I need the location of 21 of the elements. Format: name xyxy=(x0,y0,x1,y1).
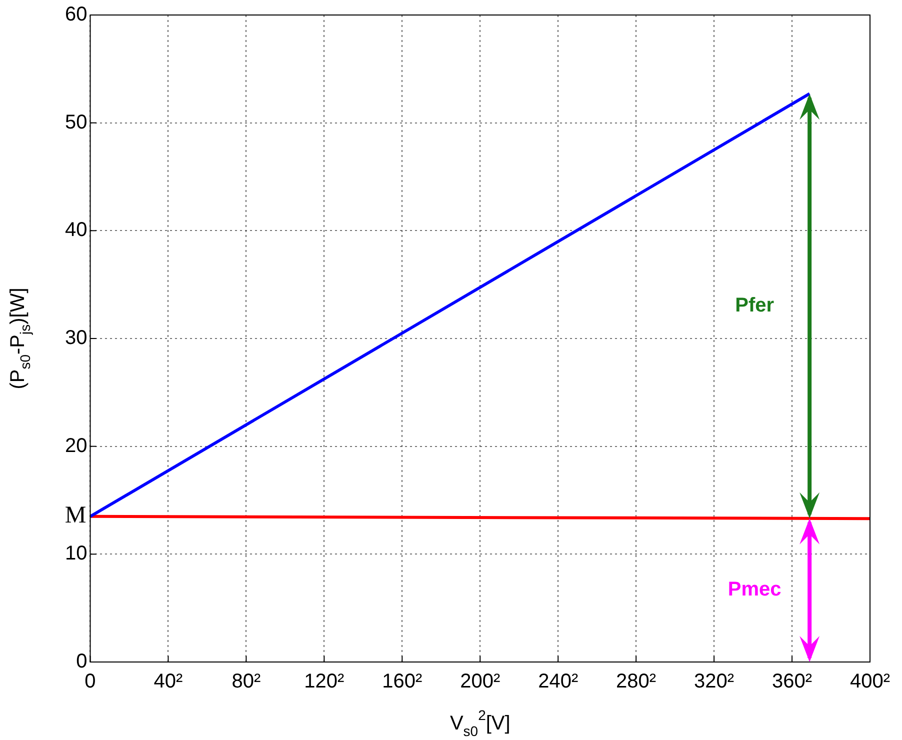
y-tick-label: 20 xyxy=(64,434,88,457)
y-axis-title: (Ps0-Pjs)[W] xyxy=(6,288,34,390)
y-tick-label: 50 xyxy=(64,111,88,134)
y-tick-label: 60 xyxy=(64,4,88,26)
x-tick-label: 400² xyxy=(850,670,890,693)
x-tick-label: 80² xyxy=(232,670,261,693)
annotation: Pfer xyxy=(735,294,774,317)
y-tick-label: 10 xyxy=(64,542,88,565)
y-tick-label: 30 xyxy=(64,327,88,350)
x-tick-label: 200² xyxy=(460,670,500,693)
y-tick-label: 40 xyxy=(64,219,88,242)
annotation: Pmec xyxy=(728,578,782,601)
y-tick-label: 0 xyxy=(76,650,88,673)
x-tick-label: 280² xyxy=(616,670,656,693)
x-tick-label: 240² xyxy=(538,670,578,693)
x-tick-label: 160² xyxy=(382,670,422,693)
x-tick-label: 360² xyxy=(772,670,812,693)
annotation: M xyxy=(64,502,86,529)
x-tick-label: 40² xyxy=(154,670,184,693)
x-tick-label: 120² xyxy=(304,670,345,693)
x-tick-label: 320² xyxy=(694,670,734,693)
